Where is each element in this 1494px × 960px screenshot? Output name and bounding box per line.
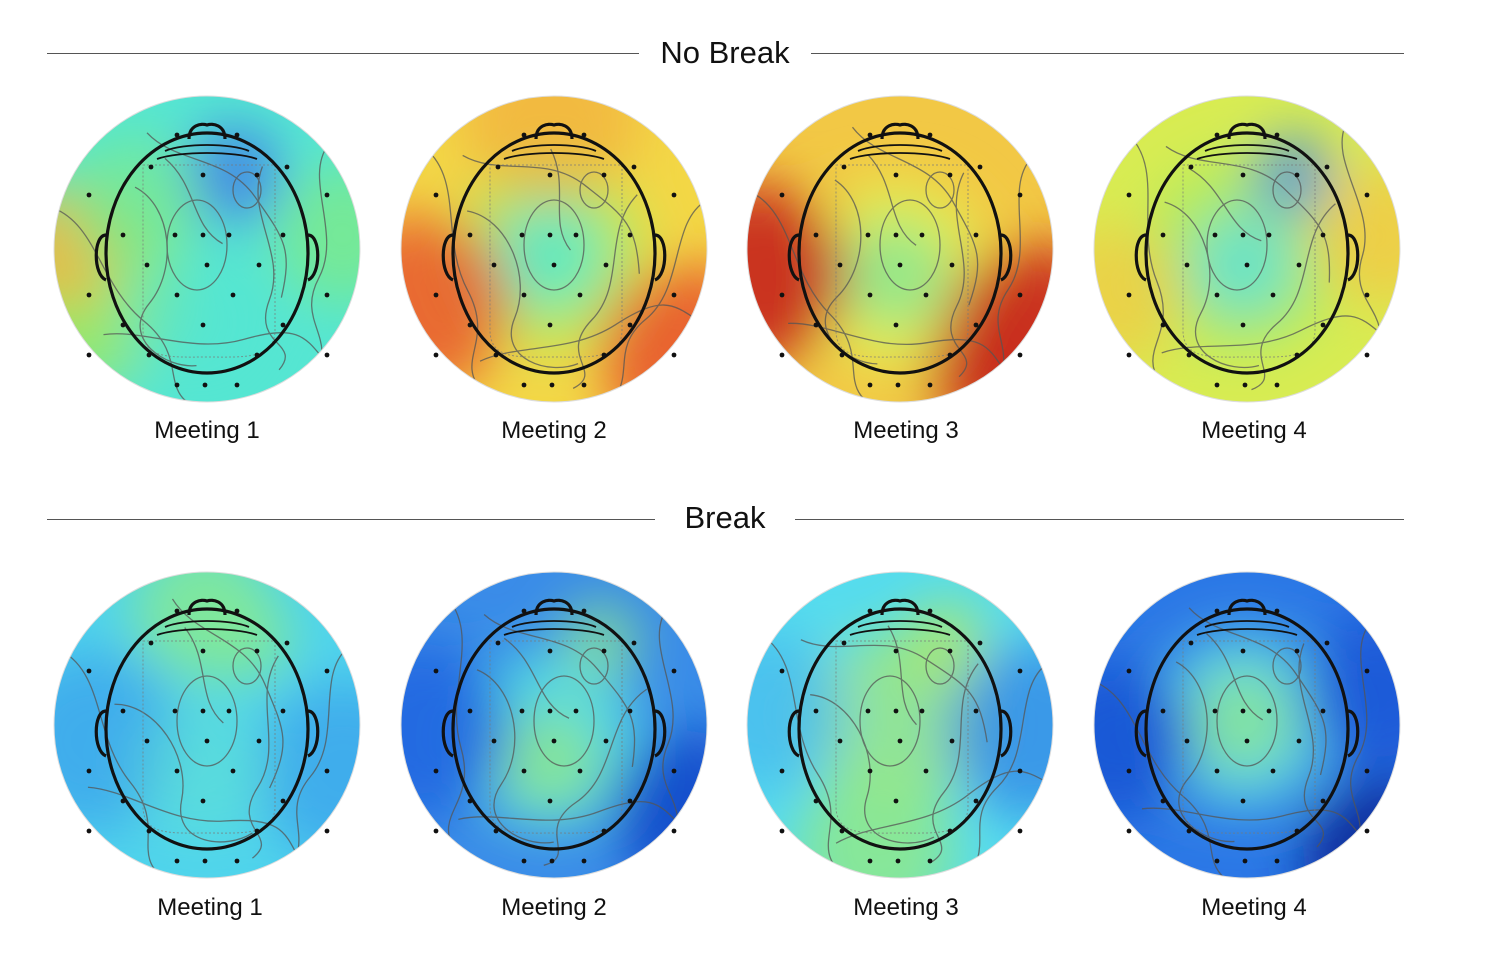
topomap bbox=[53, 95, 361, 403]
topomap bbox=[746, 571, 1054, 879]
section-title: No Break bbox=[660, 35, 790, 70]
section-rule-right bbox=[811, 53, 1404, 54]
topomap bbox=[400, 95, 708, 403]
topomap-caption: Meeting 2 bbox=[501, 417, 607, 444]
topomap-caption: Meeting 2 bbox=[501, 894, 607, 921]
topomap bbox=[53, 571, 361, 879]
topomap-caption: Meeting 1 bbox=[154, 417, 260, 444]
topomap bbox=[1093, 95, 1401, 403]
section-rule-left bbox=[47, 53, 639, 54]
section-title: Break bbox=[684, 500, 766, 535]
topomap-caption: Meeting 4 bbox=[1201, 894, 1307, 921]
topomap-caption: Meeting 3 bbox=[853, 894, 959, 921]
section-rule-right bbox=[795, 519, 1404, 520]
topomap bbox=[746, 95, 1054, 403]
topomap-caption: Meeting 3 bbox=[853, 417, 959, 444]
topomap bbox=[1093, 571, 1401, 879]
topomap-caption: Meeting 4 bbox=[1201, 417, 1307, 444]
section-rule-left bbox=[47, 519, 655, 520]
topomap bbox=[400, 571, 708, 879]
topomap-caption: Meeting 1 bbox=[157, 894, 263, 921]
